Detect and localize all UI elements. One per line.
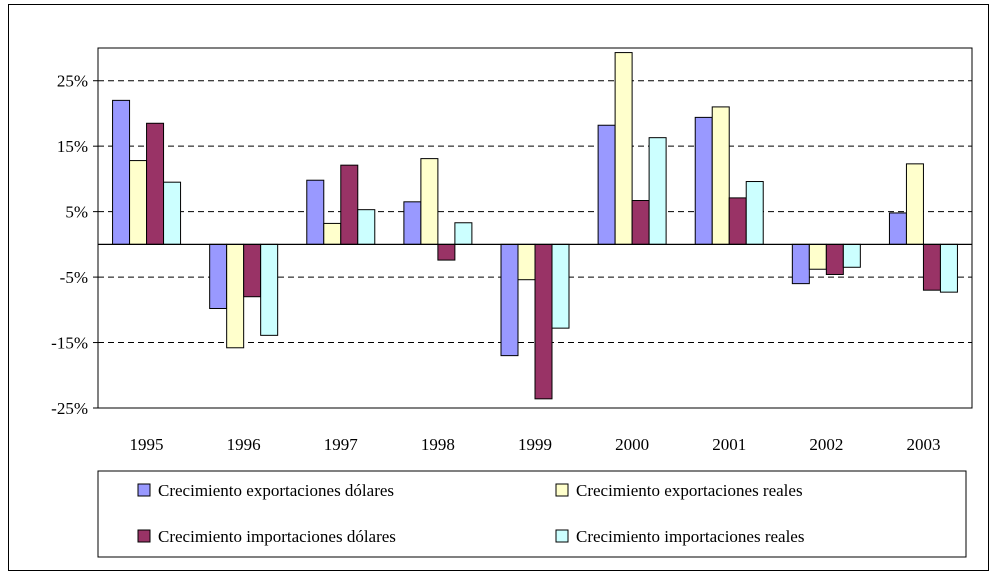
bar-1999-series-3: [534, 243, 553, 400]
chart-frame: 25% 15% 5% -5% -15% -25% 1995 1996 1997 1998 1999…: [8, 4, 989, 571]
x-tick-label: 1998: [421, 435, 455, 454]
bar-1997-series-4: [357, 209, 376, 245]
x-tick-label: 2003: [906, 435, 940, 454]
bar-1998-series-3: [437, 243, 456, 261]
x-tick-label: 2000: [615, 435, 649, 454]
x-tick-label: 2001: [712, 435, 746, 454]
legend-swatch-4: [555, 529, 569, 543]
bar-2001-series-1: [694, 116, 713, 245]
legend-label-4: Crecimiento importaciones reales: [576, 527, 804, 546]
bar-1998-series-1: [403, 201, 422, 245]
plot-area-border: [97, 47, 973, 409]
bars: [112, 52, 958, 400]
y-tick-label: -15%: [51, 334, 88, 353]
bar-1998-series-2: [420, 158, 439, 245]
legend-swatch-2: [555, 483, 569, 497]
bar-1998-series-4: [454, 222, 473, 245]
x-axis-tick-labels: 1995 1996 1997 1998 1999 2000 2001 2002 2003: [130, 435, 941, 454]
bar-2000-series-4: [648, 137, 667, 245]
y-tick-label: -25%: [51, 399, 88, 418]
legend-swatch-1: [137, 483, 151, 497]
legend: Crecimiento exportaciones dólares Crecimi…: [97, 470, 967, 558]
bar-1997-series-3: [340, 164, 359, 245]
bar-2002-series-4: [842, 243, 861, 268]
bar-2000-series-2: [614, 52, 633, 245]
bar-2003-series-3: [922, 243, 941, 291]
y-tick-label: 25%: [57, 72, 88, 91]
x-tick-label: 1999: [518, 435, 552, 454]
bar-1995-series-3: [146, 122, 165, 245]
bar-1997-series-1: [306, 179, 325, 245]
bar-1996-series-2: [226, 243, 245, 349]
bar-2002-series-3: [825, 243, 844, 275]
bar-1999-series-4: [551, 243, 570, 329]
x-tick-label: 1995: [130, 435, 164, 454]
legend-swatch-3: [137, 529, 151, 543]
bar-2000-series-3: [631, 200, 650, 245]
x-tick-label: 2002: [809, 435, 843, 454]
axes: [93, 47, 973, 409]
bar-1996-series-1: [209, 243, 228, 310]
x-tick-label: 1996: [227, 435, 261, 454]
bar-2001-series-3: [728, 197, 747, 245]
bar-chart: 25% 15% 5% -5% -15% -25% 1995 1996 1997 1998 1999…: [51, 47, 973, 558]
bar-2003-series-2: [905, 163, 924, 245]
y-tick-label: 5%: [65, 203, 88, 222]
bar-1999-series-1: [500, 243, 519, 357]
bar-2003-series-1: [888, 212, 907, 245]
bar-1996-series-3: [243, 243, 262, 298]
legend-label-3: Crecimiento importaciones dólares: [158, 527, 396, 546]
bar-1995-series-2: [129, 160, 148, 245]
bar-1995-series-4: [163, 181, 182, 245]
y-tick-label: 15%: [57, 137, 88, 156]
bar-2001-series-4: [745, 181, 764, 245]
x-tick-label: 1997: [324, 435, 359, 454]
bar-1996-series-4: [260, 243, 279, 336]
legend-box: [97, 470, 967, 558]
bar-2000-series-1: [597, 124, 616, 245]
bar-1997-series-2: [323, 222, 342, 245]
bar-2002-series-2: [808, 243, 827, 270]
legend-label-2: Crecimiento exportaciones reales: [576, 481, 803, 500]
legend-label-1: Crecimiento exportaciones dólares: [158, 481, 394, 500]
y-tick-label: -5%: [60, 268, 88, 287]
y-axis-tick-labels: 25% 15% 5% -5% -15% -25%: [51, 72, 88, 418]
bar-2002-series-1: [791, 243, 810, 285]
bar-2003-series-4: [939, 243, 958, 293]
bar-2001-series-2: [711, 106, 730, 245]
bar-1995-series-1: [112, 99, 131, 245]
bar-1999-series-2: [517, 243, 536, 281]
